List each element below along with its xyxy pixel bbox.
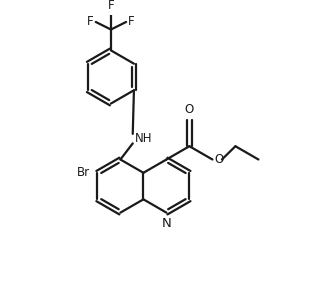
Text: NH: NH xyxy=(135,132,152,145)
Text: N: N xyxy=(162,217,171,230)
Text: O: O xyxy=(185,103,194,116)
Text: Br: Br xyxy=(77,166,90,179)
Text: F: F xyxy=(87,15,94,28)
Text: F: F xyxy=(128,15,135,28)
Text: F: F xyxy=(108,0,114,13)
Text: O: O xyxy=(214,153,223,166)
